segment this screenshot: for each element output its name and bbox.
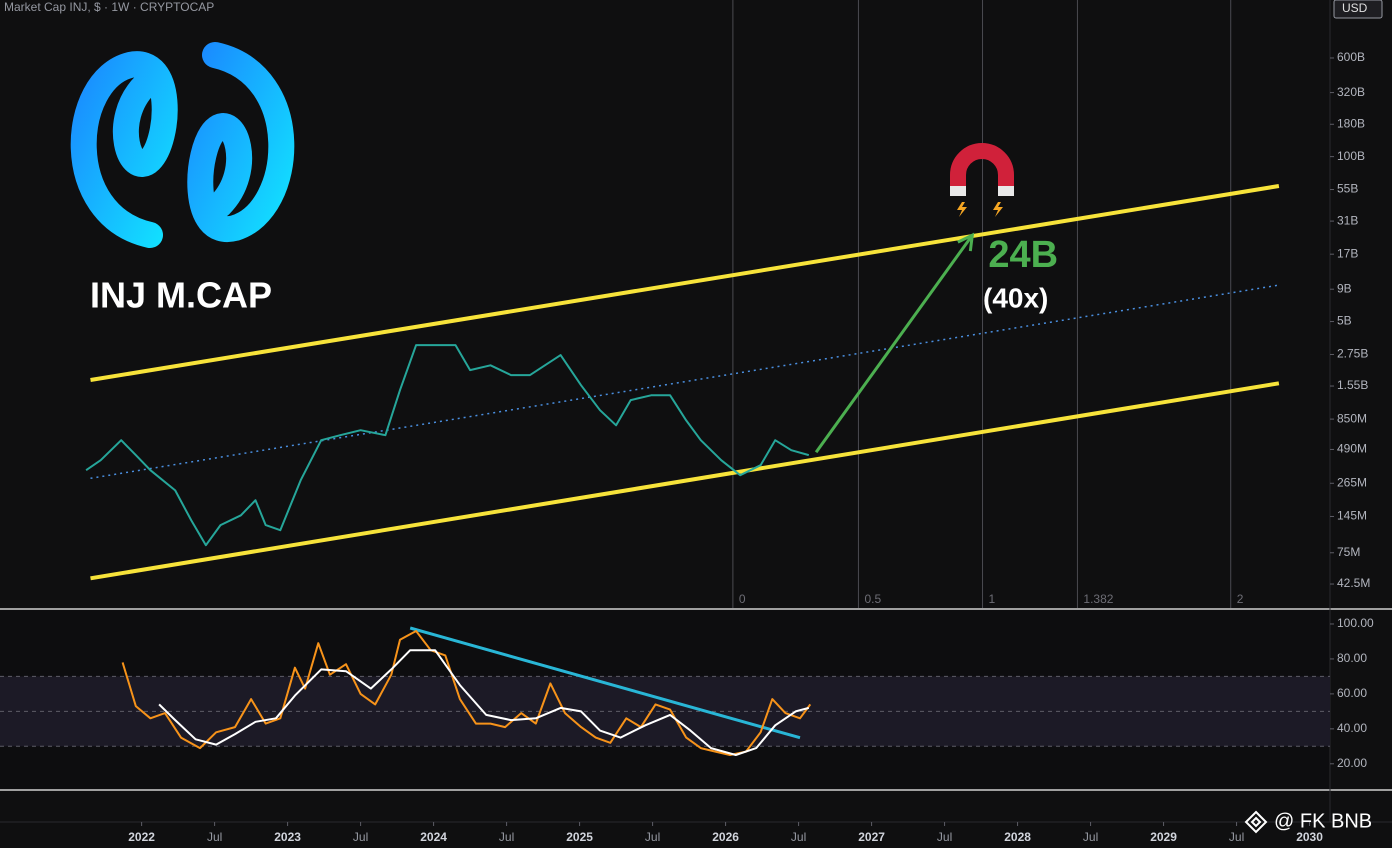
y-tick-label: 2.75B (1337, 347, 1368, 361)
y-tick-label: 9B (1337, 281, 1352, 295)
y-tick-label: 17B (1337, 246, 1358, 260)
x-tick-label: 2023 (274, 830, 301, 844)
y-tick-label: 1.55B (1337, 378, 1368, 392)
price-line (85, 344, 810, 547)
target-label: 24B (988, 234, 1058, 276)
watermark: @ FK BNB (1274, 810, 1372, 832)
arrow-head (957, 232, 975, 252)
y-tick-label: 42.5M (1337, 576, 1370, 590)
y-tick-label: 490M (1337, 442, 1367, 456)
y-tick-label: 75M (1337, 545, 1360, 559)
x-tick-label: 2028 (1004, 830, 1031, 844)
y-tick-label: 265M (1337, 475, 1367, 489)
x-tick-label: Jul (1083, 830, 1098, 844)
x-tick-label: Jul (1229, 830, 1244, 844)
fib-label: 1 (989, 592, 996, 606)
currency[interactable]: USD (1342, 1, 1368, 15)
header: Market Cap INJ, $ · 1W · CRYPTOCAP (4, 0, 214, 14)
y-tick-label: 31B (1337, 213, 1358, 227)
fib-label: 1.382 (1083, 592, 1113, 606)
x-tick-label: Jul (645, 830, 660, 844)
x-tick-label: 2027 (858, 830, 885, 844)
multiplier-label: (40x) (983, 282, 1048, 313)
trendline (90, 284, 1280, 480)
trendline (409, 626, 801, 740)
y-tick-label: 80.00 (1337, 651, 1367, 665)
logo (70, 42, 295, 248)
x-tick-label: 2026 (712, 830, 739, 844)
x-tick-label: Jul (207, 830, 222, 844)
x-tick-label: Jul (353, 830, 368, 844)
overlay-title: INJ M.CAP (90, 275, 272, 316)
y-tick-label: 100B (1337, 149, 1365, 163)
x-tick-label: Jul (791, 830, 806, 844)
y-tick-label: 320B (1337, 85, 1365, 99)
y-tick-label: 20.00 (1337, 756, 1367, 770)
x-tick-label: 2030 (1296, 830, 1323, 844)
y-tick-label: 600B (1337, 50, 1365, 64)
y-tick-label: 55B (1337, 182, 1358, 196)
x-tick-label: 2022 (128, 830, 155, 844)
magnet-icon (950, 143, 1014, 217)
x-tick-label: 2029 (1150, 830, 1177, 844)
x-tick-label: Jul (499, 830, 514, 844)
trendline (90, 381, 1280, 581)
fib-label: 0 (739, 592, 746, 606)
rsi-line (121, 630, 812, 756)
x-tick-label: Jul (937, 830, 952, 844)
y-tick-label: 60.00 (1337, 686, 1367, 700)
y-tick-label: 5B (1337, 314, 1352, 328)
y-tick-label: 100.00 (1337, 616, 1374, 630)
y-tick-label: 850M (1337, 411, 1367, 425)
rsi-line (158, 649, 810, 756)
fib-label: 0.5 (864, 592, 881, 606)
target-arrow (814, 234, 974, 454)
currency-box[interactable] (1333, 0, 1383, 19)
x-tick-label: 2024 (420, 830, 447, 844)
y-tick-label: 145M (1337, 509, 1367, 523)
x-tick-label: 2025 (566, 830, 593, 844)
trendline (90, 184, 1280, 382)
y-tick-label: 40.00 (1337, 721, 1367, 735)
watermark-icon (1244, 810, 1268, 834)
fib-label: 2 (1237, 592, 1244, 606)
y-tick-label: 180B (1337, 116, 1365, 130)
